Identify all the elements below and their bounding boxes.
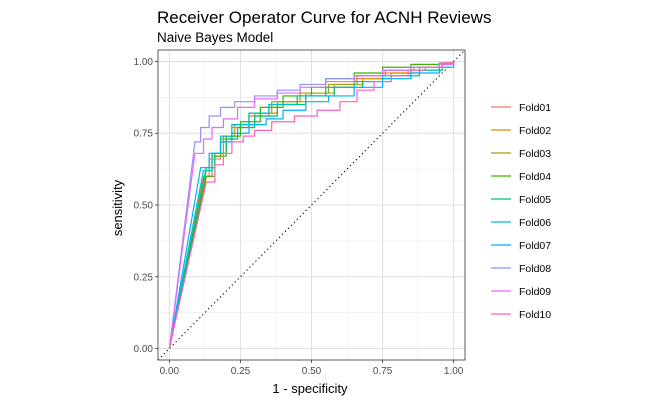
chart-title: Receiver Operator Curve for ACNH Reviews xyxy=(157,8,491,27)
legend-label: Fold01 xyxy=(519,102,551,114)
x-tick-label: 0.00 xyxy=(160,366,180,377)
y-axis-ticks: 0.00 0.25 0.50 0.75 1.00 xyxy=(134,57,158,355)
x-tick-label: 1.00 xyxy=(444,366,464,377)
legend-label: Fold08 xyxy=(519,263,551,275)
y-tick-label: 0.25 xyxy=(134,272,154,283)
legend-label: Fold09 xyxy=(519,286,551,298)
legend-label: Fold03 xyxy=(519,148,551,160)
legend-label: Fold07 xyxy=(519,240,551,252)
y-tick-label: 0.00 xyxy=(134,344,154,355)
legend-label: Fold06 xyxy=(519,217,551,229)
series-line-fold07 xyxy=(168,61,455,349)
x-axis-ticks: 0.00 0.25 0.50 0.75 1.00 xyxy=(160,360,464,377)
legend-label: Fold04 xyxy=(519,171,551,183)
series-line-fold10 xyxy=(168,61,455,349)
chart-subtitle: Naive Bayes Model xyxy=(157,30,273,45)
legend: Fold01 Fold02 Fold03 Fold04 Fold05 Fold06 Fold… xyxy=(491,102,551,321)
legend-label: Fold05 xyxy=(519,194,551,206)
x-tick-label: 0.75 xyxy=(373,366,393,377)
legend-label: Fold02 xyxy=(519,125,551,137)
roc-lines xyxy=(168,61,455,349)
y-tick-label: 0.50 xyxy=(134,201,154,212)
series-line-fold09 xyxy=(168,61,455,349)
legend-label: Fold10 xyxy=(519,309,551,321)
x-tick-label: 0.50 xyxy=(302,366,322,377)
series-line-fold05 xyxy=(168,61,455,349)
y-tick-label: 1.00 xyxy=(134,57,154,68)
y-axis-title: sensitivity xyxy=(110,179,125,236)
x-axis-title: 1 - specificity xyxy=(272,381,348,396)
x-tick-label: 0.25 xyxy=(231,366,251,377)
y-tick-label: 0.75 xyxy=(134,129,154,140)
